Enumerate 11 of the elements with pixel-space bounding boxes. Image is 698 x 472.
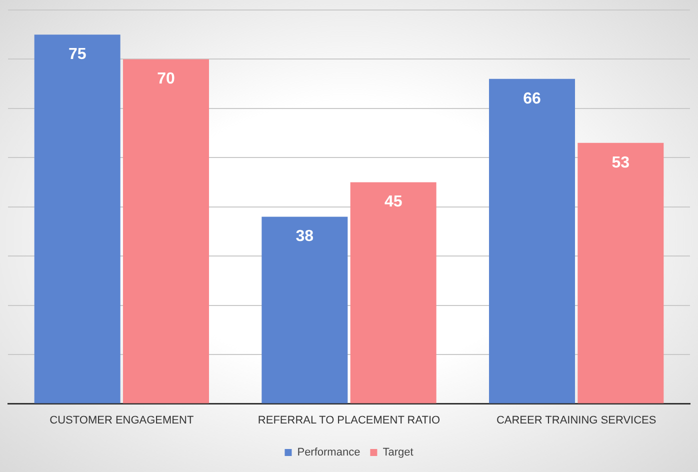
data-label: 75 <box>68 46 86 64</box>
x-tick-label: REFERRAL TO PLACEMENT RATIO <box>258 414 441 426</box>
legend-label: Target <box>382 446 414 459</box>
data-label: 45 <box>384 194 402 211</box>
x-tick-label: CAREER TRAINING SERVICES <box>496 414 656 426</box>
data-label: 53 <box>612 154 630 172</box>
data-label: 38 <box>296 228 314 246</box>
legend-label: Performance <box>297 446 360 459</box>
data-label: 70 <box>157 70 175 88</box>
x-tick-label: CUSTOMER ENGAGEMENT <box>50 414 194 426</box>
data-label: 66 <box>523 90 542 108</box>
